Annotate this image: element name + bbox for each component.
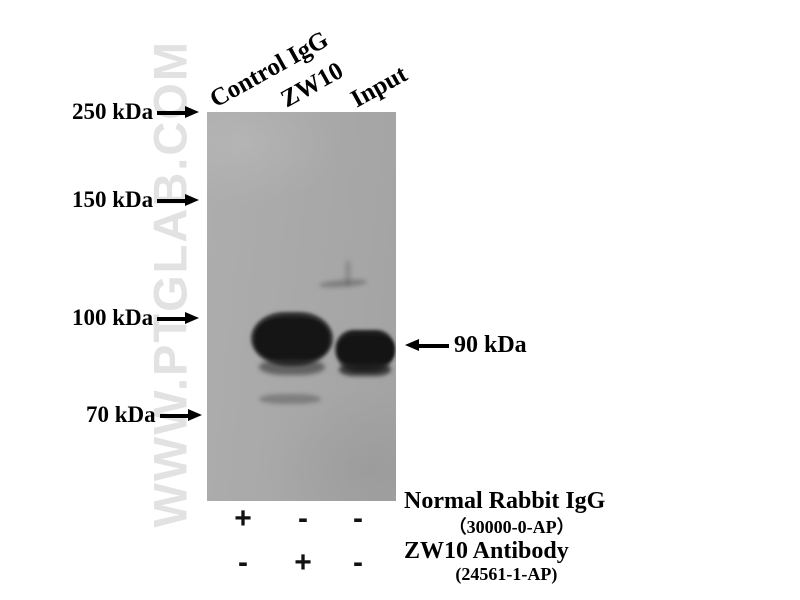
arrow-right-icon (157, 193, 200, 207)
marker-100kda-label: 100 kDa (72, 305, 154, 330)
band-lane3-secondary (339, 363, 391, 376)
marker-250kda-label: 250 kDa (72, 99, 154, 124)
treatment-igg-lane3: - (353, 502, 363, 535)
band-lane2-faint-70kda (259, 394, 321, 404)
marker-250kda: 250 kDa (72, 99, 200, 124)
band-annotation-90kda-label: 90 kDa (454, 331, 527, 358)
annotation-igg-catalog: （30000-0-AP） (448, 517, 575, 537)
annotation-zw10ab-name: ZW10 Antibody (404, 538, 569, 564)
marker-150kda: 150 kDa (72, 187, 200, 212)
arrow-left-icon (405, 338, 449, 352)
marker-70kda: 70 kDa (86, 402, 202, 427)
arrow-right-icon (157, 311, 200, 325)
annotation-normal-rabbit-igg: Normal Rabbit IgG （30000-0-AP） (404, 488, 605, 539)
treatment-igg-lane1: + (234, 502, 252, 535)
band-annotation-90kda: 90 kDa (405, 332, 527, 358)
arrow-right-icon (157, 105, 200, 119)
band-lane2-90kda (255, 318, 329, 360)
arrow-right-icon (159, 408, 202, 422)
band-lane3-90kda (338, 336, 394, 364)
treatment-igg-lane2: - (298, 502, 308, 535)
band-lane2-tail (259, 359, 325, 375)
blot-membrane (207, 112, 396, 501)
treatment-zw10ab-lane3: - (353, 546, 363, 579)
marker-150kda-label: 150 kDa (72, 187, 154, 212)
treatment-zw10ab-lane1: - (238, 546, 248, 579)
band-artifact-streak-vertical (345, 260, 351, 286)
membrane-texture (207, 112, 396, 501)
lane-label-input: Input (346, 60, 412, 114)
marker-70kda-label: 70 kDa (86, 402, 156, 427)
annotation-zw10ab-catalog: (24561-1-AP) (455, 564, 558, 584)
treatment-zw10ab-lane2: + (294, 546, 312, 579)
annotation-igg-name: Normal Rabbit IgG (404, 488, 606, 514)
annotation-zw10-antibody: ZW10 Antibody (24561-1-AP) (404, 538, 569, 585)
marker-100kda: 100 kDa (72, 305, 200, 330)
